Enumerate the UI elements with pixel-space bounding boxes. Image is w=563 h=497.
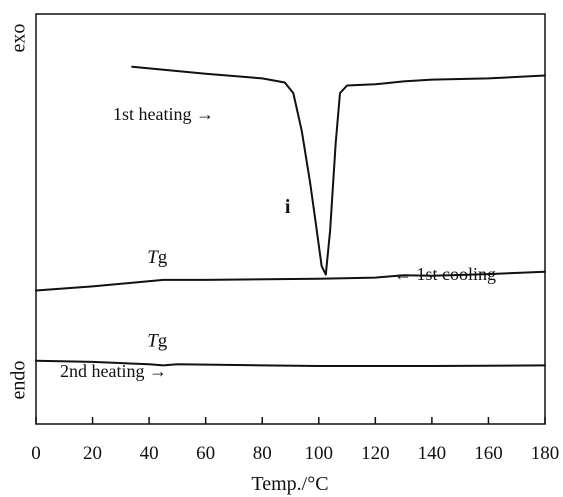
x-tick-label: 0 bbox=[31, 443, 41, 464]
x-tick-label: 100 bbox=[305, 443, 334, 464]
x-tick-label: 120 bbox=[361, 443, 390, 464]
series-label-2: ← 1st cooling bbox=[394, 264, 496, 284]
series-label-1: 1st heating → bbox=[113, 104, 214, 124]
tg-label: Tg bbox=[147, 247, 168, 268]
y-label-endo: endo bbox=[8, 361, 30, 400]
series-line-1 bbox=[131, 65, 546, 276]
x-tick-label: 60 bbox=[196, 443, 215, 464]
x-axis-tick-labels: 0 20 40 60 80 100 120 140 160 180 bbox=[31, 443, 559, 464]
tg-label: Tg bbox=[147, 331, 168, 352]
x-tick-label: 40 bbox=[140, 443, 159, 464]
x-tick-label: 80 bbox=[253, 443, 272, 464]
y-label-exo: exo bbox=[8, 24, 30, 53]
x-tick-label: 140 bbox=[418, 443, 447, 464]
dsc-curves bbox=[35, 65, 546, 367]
x-axis-label: Temp./°C bbox=[251, 473, 328, 495]
series-label-3: 2nd heating → bbox=[60, 361, 167, 381]
x-tick-label: 20 bbox=[83, 443, 102, 464]
peak-marker-label: i bbox=[285, 196, 291, 218]
annotations: 1st heating → ← 1st cooling 2nd heating → T… bbox=[60, 104, 496, 381]
series-line-2 bbox=[35, 270, 546, 292]
x-tick-label: 180 bbox=[531, 443, 560, 464]
x-axis-ticks bbox=[35, 417, 546, 424]
x-tick-label: 160 bbox=[474, 443, 503, 464]
plot-frame bbox=[35, 13, 546, 425]
series-line-3 bbox=[35, 359, 546, 367]
